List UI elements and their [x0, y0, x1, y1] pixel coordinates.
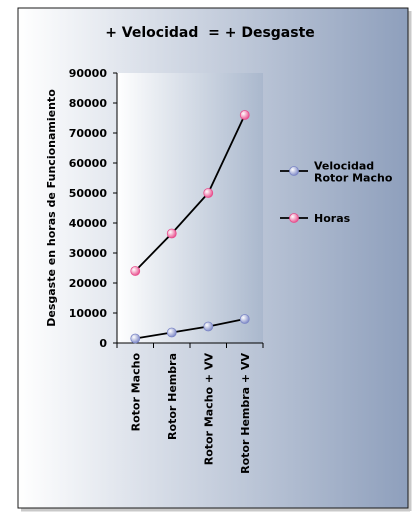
- legend-marker: [289, 166, 299, 176]
- y-tick-label: 40000: [69, 217, 108, 230]
- x-tick-label: Rotor Hembra: [166, 353, 179, 440]
- y-tick-label: 90000: [69, 67, 108, 80]
- x-ticks: Rotor Macho Rotor Hembra Rotor Macho + VV R…: [116, 343, 264, 474]
- y-tick-label: 80000: [69, 97, 108, 110]
- series-line: [134, 114, 246, 272]
- legend: Velocidad Rotor Macho Horas: [280, 160, 393, 225]
- data-point: [130, 333, 141, 344]
- series-line: [135, 318, 245, 340]
- data-point: [239, 110, 250, 120]
- y-ticks: 0 10000 20000 30000 40000 50000 60000 70000 8000…: [69, 67, 117, 350]
- y-tick-label: 60000: [69, 157, 108, 170]
- y-tick-label: 50000: [69, 187, 108, 200]
- legend-label: Horas: [314, 212, 351, 225]
- data-point: [203, 188, 214, 198]
- y-tick-label: 30000: [69, 247, 108, 260]
- x-tick-label: Rotor Macho + VV: [202, 353, 215, 466]
- data-point: [130, 266, 141, 276]
- data-point: [239, 314, 250, 324]
- y-tick-label: 10000: [69, 307, 108, 320]
- data-point: [203, 321, 214, 332]
- y-axis-label: Desgaste en horas de Funcionamiento: [45, 89, 58, 327]
- x-tick-label: Rotor Macho: [129, 353, 142, 432]
- legend-label: Velocidad Rotor Macho: [314, 160, 393, 185]
- y-tick-label: 0: [99, 337, 107, 350]
- chart-title: + Velocidad = + Desgaste: [105, 25, 315, 41]
- legend-marker: [289, 213, 299, 223]
- series-group: [130, 110, 250, 344]
- data-point: [166, 327, 177, 338]
- y-tick-label: 70000: [69, 127, 108, 140]
- data-point: [166, 228, 177, 239]
- y-tick-label: 20000: [69, 277, 108, 290]
- plot-area: [117, 73, 263, 343]
- x-tick-label: Rotor Hembra + VV: [239, 353, 252, 474]
